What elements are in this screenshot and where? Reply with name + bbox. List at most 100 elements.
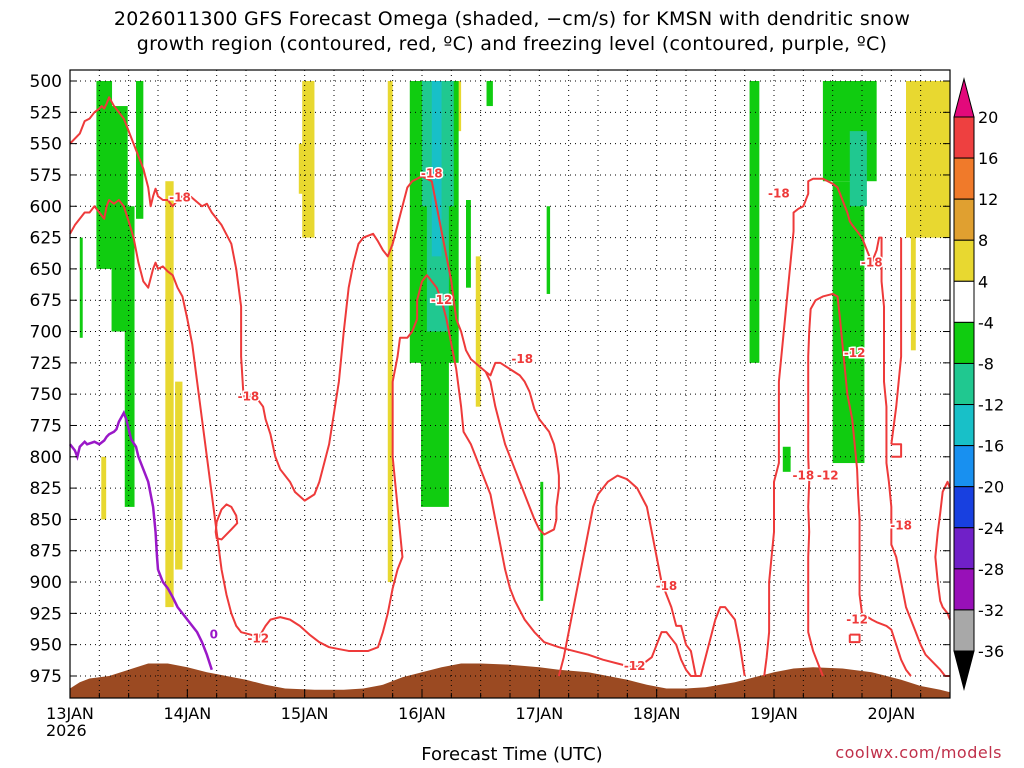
x-tick-label-3: 16JAN bbox=[398, 704, 446, 723]
credit-link[interactable]: coolwx.com/models bbox=[835, 743, 1002, 762]
omega-region-2 bbox=[165, 181, 174, 608]
y-tick-label-600: 600 bbox=[30, 197, 62, 217]
y-tick-label-800: 800 bbox=[30, 448, 62, 468]
dgz-contour-label-1: -18 bbox=[238, 390, 260, 404]
colorbar: 20 16 12 8 4 -4 -8 -12 -16 -20 -24 -28 -32 -36 bbox=[953, 77, 1004, 691]
colorbar-box-7 bbox=[953, 404, 975, 447]
colorbar-box-10 bbox=[953, 527, 975, 570]
chart-title-line-1: 2026011300 GFS Forecast Omega (shaded, −… bbox=[113, 8, 911, 30]
colorbar-box-1 bbox=[953, 157, 975, 200]
colorbar-box-12 bbox=[953, 609, 975, 652]
colorbar-box-0 bbox=[953, 116, 975, 159]
colorbar-label-12: -32 bbox=[978, 601, 1004, 620]
dgz-contour-4 bbox=[763, 177, 950, 677]
y-tick-label-500: 500 bbox=[30, 72, 62, 92]
omega-region-28 bbox=[431, 81, 442, 257]
omega-region-27 bbox=[849, 131, 867, 207]
x-axis: 13JAN 14JAN 15JAN 16JAN 17JAN 18JAN 19JAN 20JAN bbox=[46, 689, 951, 723]
y-tick-label-650: 650 bbox=[30, 260, 62, 280]
colorbar-box-8 bbox=[953, 445, 975, 488]
dgz-contour-3 bbox=[557, 474, 746, 677]
omega-region-19 bbox=[546, 206, 551, 294]
colorbar-box-6 bbox=[953, 362, 975, 406]
x-tick-label-7: 20JAN bbox=[867, 704, 915, 723]
y-tick-label-700: 700 bbox=[30, 323, 62, 343]
dgz-contour-label-5: -12 bbox=[247, 631, 269, 645]
dgz-contour-label-11: -12 bbox=[844, 346, 866, 360]
omega-region-8 bbox=[910, 237, 916, 351]
dgz-contour-7 bbox=[848, 633, 861, 644]
omega-region-1 bbox=[298, 143, 306, 194]
omega-region-14 bbox=[79, 237, 83, 338]
omega-region-13 bbox=[136, 81, 144, 219]
dgz-contour-8 bbox=[890, 237, 903, 445]
x-tick-label-2: 15JAN bbox=[281, 704, 329, 723]
omega-shading bbox=[79, 81, 950, 608]
dgz-contour-label-0: -18 bbox=[169, 190, 191, 204]
x-tick-label-6: 19JAN bbox=[750, 704, 798, 723]
plot-frame bbox=[69, 69, 951, 699]
chart-title-line-2: growth region (contoured, red, ºC) and f… bbox=[136, 33, 888, 55]
y-tick-label-525: 525 bbox=[30, 103, 62, 123]
omega-region-10 bbox=[96, 81, 113, 269]
y-tick-label-975: 975 bbox=[30, 667, 62, 687]
dgz-contour-9 bbox=[891, 443, 903, 458]
omega-region-6 bbox=[475, 256, 481, 407]
omega-region-12 bbox=[124, 206, 135, 507]
dgz-contour-label-7: -18 bbox=[656, 579, 678, 593]
freezing-level-line bbox=[69, 410, 213, 671]
dgz-contour-2 bbox=[214, 503, 239, 541]
y-tick-label-825: 825 bbox=[30, 479, 62, 499]
y-tick-label-900: 900 bbox=[30, 573, 62, 593]
colorbar-box-3 bbox=[953, 239, 975, 282]
omega-region-21 bbox=[749, 81, 760, 363]
freezing-level-contour bbox=[69, 410, 213, 671]
y-tick-label-950: 950 bbox=[30, 636, 62, 656]
colorbar-bottom-arrow bbox=[953, 650, 975, 691]
omega-region-16 bbox=[421, 331, 449, 507]
y-axis: 500 525 550 575 600 625 650 675 700 725 750 775 800 8… bbox=[30, 72, 950, 687]
colorbar-label-3: 8 bbox=[978, 231, 988, 250]
x-tick-label-4: 17JAN bbox=[515, 704, 563, 723]
colorbar-label-9: -20 bbox=[978, 478, 1004, 497]
dgz-contours bbox=[69, 96, 951, 677]
colorbar-label-7: -12 bbox=[978, 396, 1004, 415]
dgz-contour-label-4: -18 bbox=[511, 352, 533, 366]
colorbar-label-13: -36 bbox=[978, 642, 1004, 661]
y-tick-label-775: 775 bbox=[30, 416, 62, 436]
x-tick-label-0: 13JAN bbox=[46, 704, 94, 723]
colorbar-box-2 bbox=[953, 198, 975, 241]
dgz-contour-label-2: -18 bbox=[421, 167, 443, 181]
colorbar-label-10: -24 bbox=[978, 519, 1004, 538]
colorbar-label-5: -4 bbox=[978, 313, 994, 332]
colorbar-label-1: 16 bbox=[978, 149, 998, 168]
dgz-contour-label-14: -12 bbox=[846, 613, 868, 627]
omega-region-17 bbox=[466, 200, 471, 288]
dgz-contour-label-13: -18 bbox=[890, 519, 912, 533]
colorbar-label-11: -28 bbox=[978, 560, 1004, 579]
colorbar-label-8: -16 bbox=[978, 437, 1004, 456]
dgz-contour-label-9: -18 bbox=[792, 469, 814, 483]
y-tick-label-850: 850 bbox=[30, 510, 62, 530]
y-tick-label-875: 875 bbox=[30, 542, 62, 562]
year-label: 2026 bbox=[46, 721, 87, 740]
colorbar-box-11 bbox=[953, 568, 975, 611]
colorbar-box-4 bbox=[953, 280, 975, 323]
y-tick-label-925: 925 bbox=[30, 604, 62, 624]
omega-region-3 bbox=[175, 381, 183, 570]
omega-region-22 bbox=[782, 446, 791, 472]
x-axis-title: Forecast Time (UTC) bbox=[421, 744, 603, 765]
colorbar-label-6: -8 bbox=[978, 354, 994, 373]
y-tick-label-550: 550 bbox=[30, 135, 62, 155]
y-tick-label-675: 675 bbox=[30, 291, 62, 311]
dgz-contour-label-8: -18 bbox=[768, 187, 790, 201]
dgz-contour-0 bbox=[69, 96, 560, 536]
colorbar-box-5 bbox=[953, 321, 975, 364]
y-tick-label-725: 725 bbox=[30, 354, 62, 374]
colorbar-label-0: 20 bbox=[978, 108, 998, 127]
dgz-contour-label-3: -12 bbox=[431, 293, 453, 307]
omega-region-20 bbox=[540, 481, 544, 601]
contour-labels: -18-18-18-12-18-12-12-18-18-18 -12-12-18-… bbox=[168, 165, 914, 674]
freezing-level-label: 0 bbox=[210, 627, 218, 641]
colorbar-box-9 bbox=[953, 486, 975, 529]
